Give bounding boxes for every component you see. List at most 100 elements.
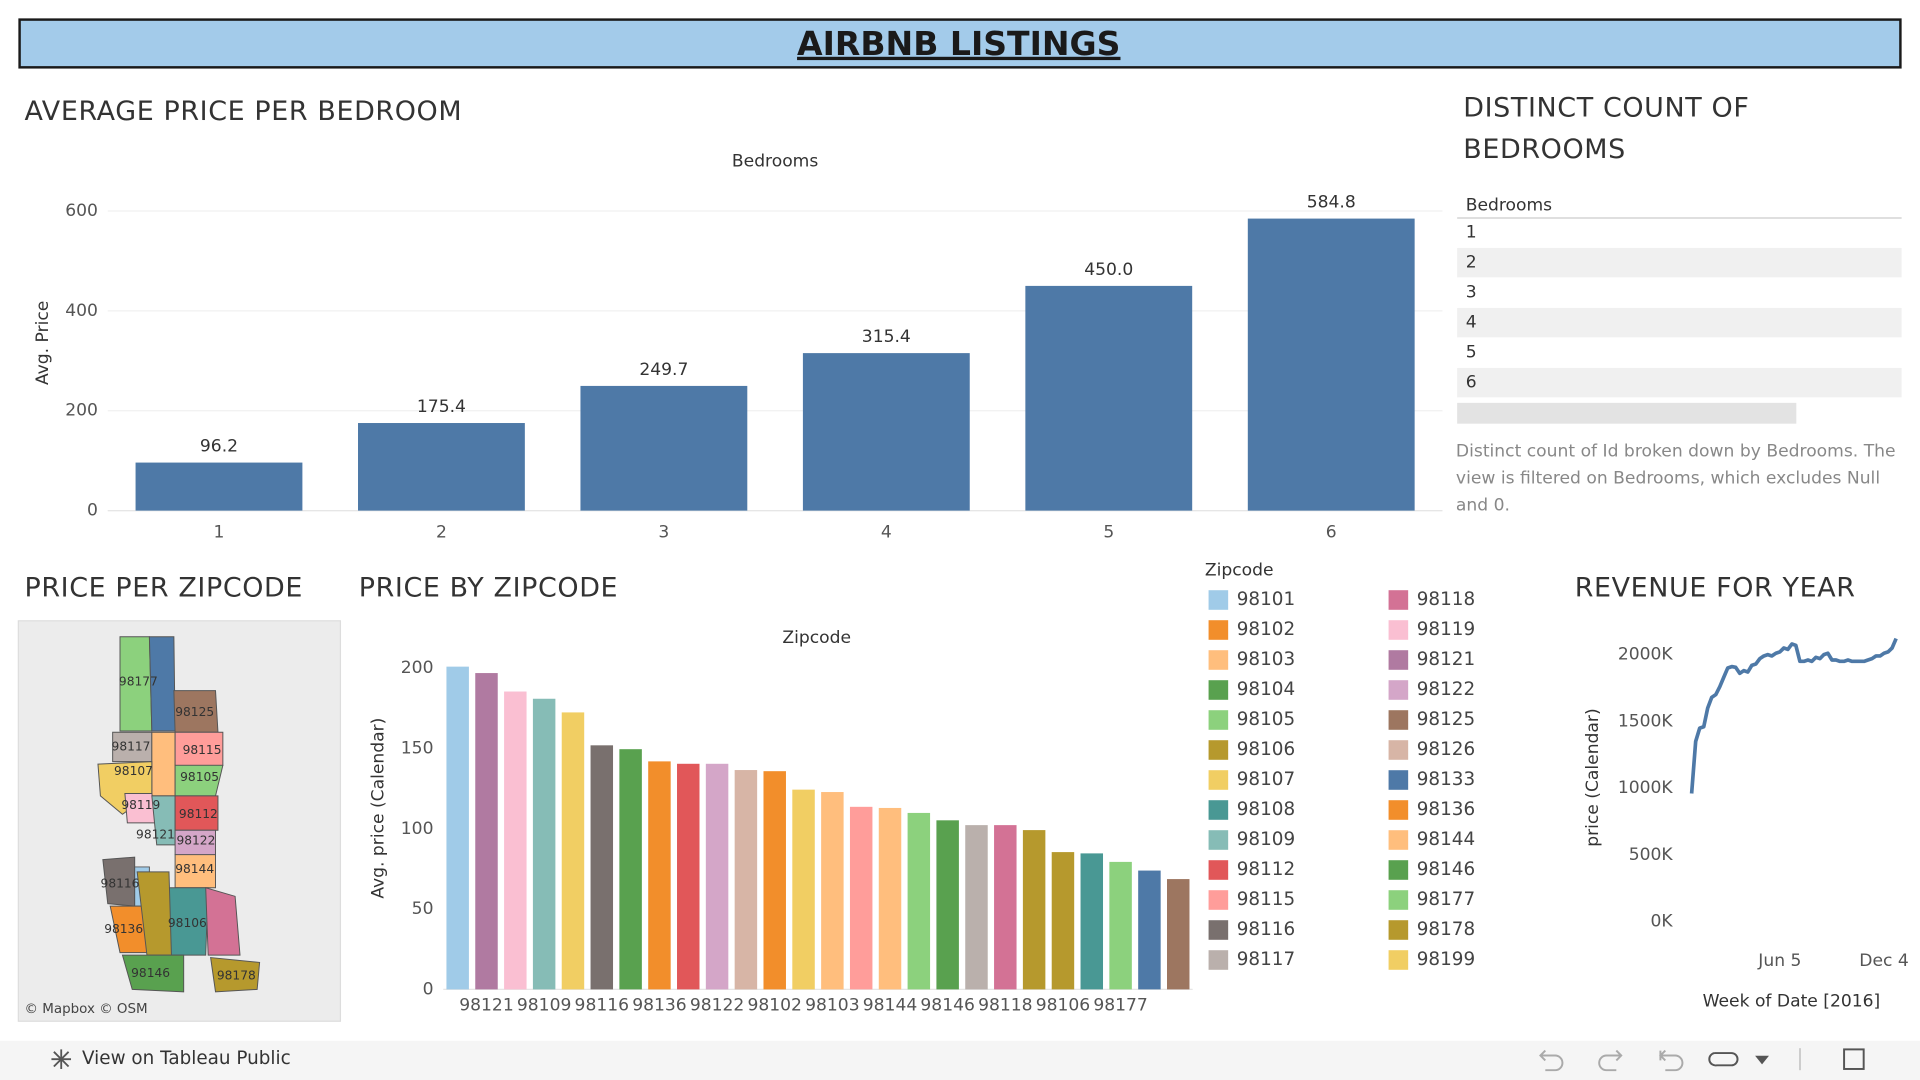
legend-label: 98116 [1237, 919, 1295, 940]
value-label: 249.7 [639, 360, 688, 380]
y-tick-label: 500K [1629, 845, 1674, 865]
tableau-icon [51, 1049, 72, 1069]
legend-label: 98199 [1417, 949, 1475, 970]
map-title: PRICE PER ZIPCODE [24, 572, 303, 603]
map-label: 98116 [101, 877, 140, 891]
bar [580, 385, 748, 511]
legend-label: 98108 [1237, 799, 1295, 820]
x-tick-label: 6 [1326, 523, 1337, 543]
bar [965, 825, 988, 990]
chart-title: PRICE BY ZIPCODE [359, 572, 618, 603]
legend-label: 98115 [1237, 889, 1295, 910]
region [151, 731, 176, 797]
legend-label: 98122 [1417, 679, 1475, 700]
legend-swatch [1388, 620, 1409, 640]
x-tick-label: 98102 [747, 995, 801, 1015]
x-tick-label: 5 [1103, 523, 1114, 543]
x-tick-label: 2 [436, 523, 447, 543]
map-label: 98107 [114, 764, 153, 778]
x-axis-label: Zipcode [782, 628, 851, 648]
legend-swatch [1208, 590, 1229, 610]
y-axis-label: price (Calendar) [1583, 708, 1603, 846]
bar [358, 423, 525, 511]
legend-title: Zipcode [1205, 561, 1274, 581]
legend-swatch [1388, 590, 1409, 610]
table-row-bg [1457, 367, 1902, 398]
bar [1167, 879, 1190, 990]
x-tick-label: 98146 [920, 995, 974, 1015]
legend-swatch [1208, 830, 1229, 850]
bar [677, 763, 700, 990]
bar [446, 666, 469, 990]
toolbar [1539, 1048, 1865, 1072]
legend-label: 98144 [1417, 829, 1475, 850]
bar [878, 807, 902, 990]
x-tick-label: 98118 [978, 995, 1032, 1015]
value-label: 315.4 [862, 327, 911, 347]
y-axis-label: Avg. price (Calendar) [368, 718, 388, 899]
value-label: 584.8 [1307, 193, 1356, 213]
fullscreen-button[interactable] [1843, 1048, 1865, 1070]
x-tick-label: 98121 [459, 995, 513, 1015]
legend-label: 98105 [1237, 709, 1295, 730]
bar [705, 763, 729, 990]
bar [590, 745, 614, 990]
legend-label: 98118 [1417, 589, 1475, 610]
legend-label: 98102 [1237, 619, 1295, 640]
bar [1109, 861, 1132, 990]
legend-label: 98125 [1417, 709, 1475, 730]
legend-label: 98101 [1237, 589, 1295, 610]
header-bar [18, 18, 1902, 69]
map-label: 98112 [179, 807, 218, 821]
legend-swatch [1208, 920, 1229, 940]
undo-button[interactable] [1539, 1049, 1564, 1072]
bar [792, 789, 815, 990]
y-tick-label: 2000K [1618, 645, 1674, 665]
x-tick-label: 3 [658, 523, 669, 543]
region [121, 954, 185, 993]
legend-swatch [1208, 770, 1229, 790]
bar [561, 712, 585, 990]
table-cell: 3 [1466, 283, 1477, 303]
legend-label: 98178 [1417, 919, 1475, 940]
legend-swatch [1388, 950, 1409, 970]
dropdown[interactable] [1755, 1055, 1769, 1065]
revert-button[interactable] [1659, 1049, 1684, 1072]
legend-label: 98104 [1237, 679, 1295, 700]
map-label: 98117 [112, 739, 151, 753]
y-tick-label: 600 [65, 201, 98, 221]
legend-swatch [1388, 890, 1409, 910]
refresh-button[interactable] [1708, 1052, 1739, 1067]
bar [1022, 830, 1046, 990]
footer-link[interactable]: View on Tableau Public [82, 1048, 291, 1069]
x-tick-label: 98106 [1036, 995, 1090, 1015]
redo-button[interactable] [1598, 1049, 1623, 1072]
bar [763, 771, 786, 990]
legend-label: 98109 [1237, 829, 1295, 850]
map-regions [97, 636, 261, 993]
legend-swatch [1208, 650, 1229, 670]
bar [907, 812, 931, 990]
bar [1080, 853, 1104, 990]
legend-swatch [1208, 680, 1229, 700]
legend-swatch [1388, 680, 1409, 700]
chart-title: REVENUE FOR YEAR [1575, 572, 1856, 603]
table-body: 1 2 3 4 5 6 [1457, 223, 1902, 398]
legend-swatch [1208, 890, 1229, 910]
region [174, 795, 219, 831]
table-note-box: Distinct count of Id broken down by Bedr… [1456, 442, 1896, 515]
map-attribution: © Mapbox © OSM [24, 1002, 147, 1017]
bar [532, 698, 556, 990]
y-tick-label: 400 [65, 301, 98, 321]
x-tick-label: 98144 [863, 995, 917, 1015]
legend-swatch [1208, 620, 1229, 640]
x-tick-label: 98177 [1093, 995, 1147, 1015]
bar [504, 691, 527, 990]
bar [994, 825, 1017, 990]
map-label: 98125 [175, 705, 214, 719]
table-cell: 2 [1466, 253, 1477, 273]
y-tick-label: 200 [401, 658, 434, 678]
map-label: 98105 [180, 770, 219, 784]
legend-label: 98117 [1237, 949, 1295, 970]
